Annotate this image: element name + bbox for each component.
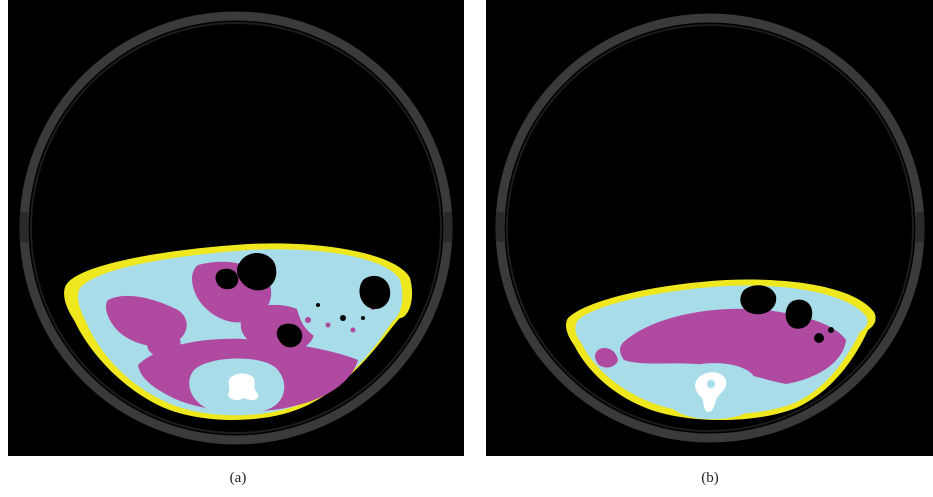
ring-notch-left: [20, 212, 28, 242]
ct-segmentation-image-a: [8, 0, 464, 456]
ct-segmentation-image-b: [486, 0, 933, 456]
cavity: [276, 323, 303, 348]
speckle: [350, 327, 356, 333]
holder-ring-inner: [30, 22, 442, 434]
bone-region: [228, 373, 259, 401]
cavity: [814, 333, 824, 343]
segmentation-svg-b: [495, 13, 925, 443]
cavity: [359, 275, 391, 310]
speckle: [305, 317, 311, 323]
tissue-magenta-patch: [595, 348, 618, 368]
holder-ring-inner: [506, 24, 914, 432]
cavity: [828, 327, 834, 333]
speckle: [325, 322, 331, 328]
bone-region: [695, 372, 727, 412]
ring-notch-left: [496, 212, 504, 242]
speckle: [340, 315, 346, 321]
cavity: [236, 253, 277, 291]
panel-caption-b: (b): [701, 470, 719, 486]
bone-canal: [707, 380, 715, 388]
cavity: [740, 285, 777, 315]
tissue-magenta-patch: [147, 328, 181, 357]
panel-caption-a: (a): [229, 470, 247, 486]
cavity: [215, 268, 239, 290]
segmentation-svg-a: [19, 11, 453, 445]
tissue-magenta-upper: [620, 308, 846, 384]
speckle: [316, 303, 320, 307]
ring-notch-right: [444, 212, 452, 242]
cavity: [785, 299, 813, 329]
speckle: [361, 316, 365, 320]
ring-notch-right: [916, 212, 924, 242]
